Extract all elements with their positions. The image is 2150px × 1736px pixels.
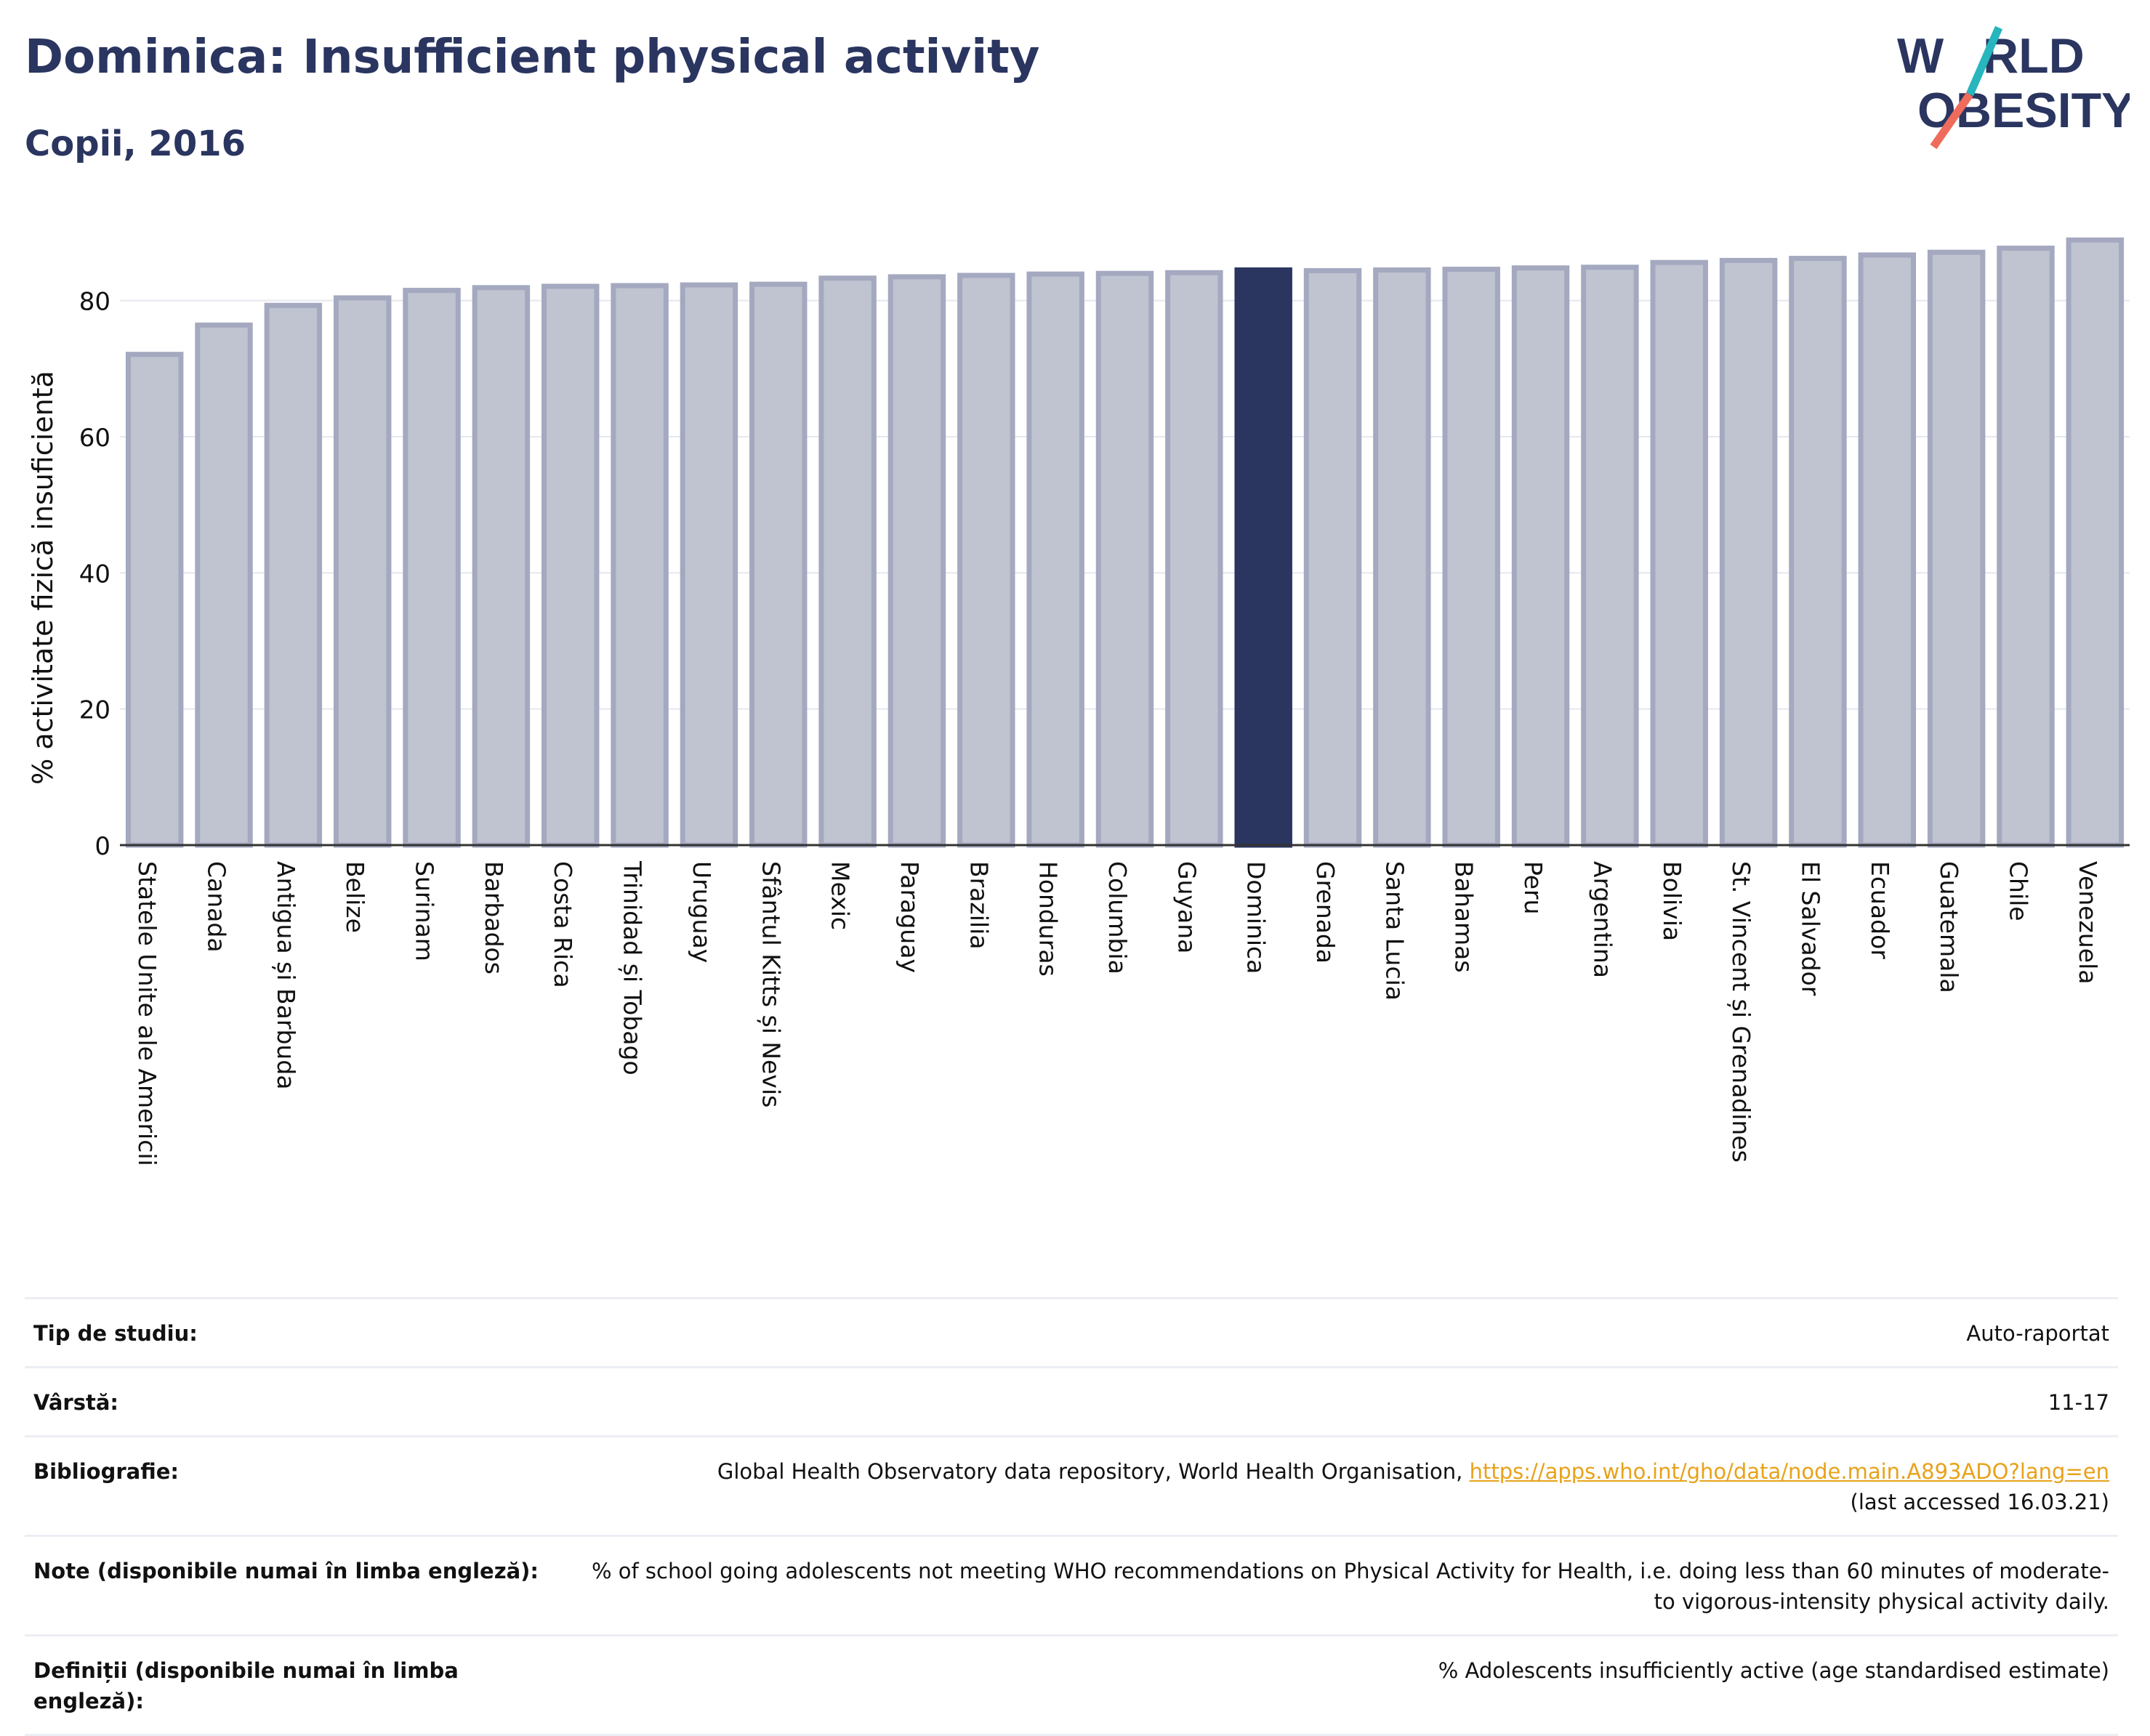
- bar-surinam: [403, 288, 461, 848]
- details-value: Auto-raportat: [557, 1297, 2118, 1368]
- details-value: % of school going adolescents not meetin…: [557, 1535, 2118, 1636]
- bar-belize: [333, 295, 392, 848]
- bar-santa-lucia: [1373, 267, 1431, 848]
- details-row: Bibliografie: Global Health Observatory d…: [25, 1435, 2118, 1537]
- bar-mexic: [818, 275, 877, 848]
- x-tick-label: Peru: [1519, 861, 1547, 915]
- x-tick-label: Mexic: [826, 861, 855, 930]
- x-tick-label: Uruguay: [688, 861, 716, 963]
- details-label: Bibliografie:: [25, 1435, 557, 1537]
- bar-bolivia: [1650, 259, 1708, 848]
- bar-trinidad-i-tobago: [611, 283, 669, 848]
- y-tick-label: 80: [79, 288, 110, 317]
- bar-canada: [195, 322, 253, 848]
- bar-guatemala: [1927, 249, 1986, 848]
- x-tick-label: Costa Rica: [549, 861, 577, 988]
- details-table: Tip de studiu: Auto-raportat Vârstă: 11-17 B…: [25, 1297, 2118, 1736]
- bar-argentina: [1581, 265, 1639, 848]
- chart-subtitle: Copii, 2016: [25, 124, 246, 164]
- bar-antigua-i-barbuda: [264, 302, 323, 848]
- bar-peru: [1511, 265, 1570, 848]
- bar-dominica: [1234, 267, 1292, 848]
- x-tick-label: Brazilia: [965, 861, 993, 949]
- y-axis-label: % activitate fizică insuficientă: [27, 371, 59, 785]
- logo-line2: OBESITY: [1917, 83, 2130, 138]
- y-tick-label: 60: [79, 424, 110, 453]
- details-value: % Adolescents insufficiently active (age…: [557, 1634, 2118, 1736]
- x-tick-label: Paraguay: [895, 861, 924, 973]
- bar-statele-unite-ale-americii: [125, 352, 184, 848]
- x-tick-label: Belize: [341, 861, 369, 933]
- bar-guyana: [1165, 270, 1223, 848]
- x-tick-label: Santa Lucia: [1380, 861, 1409, 1001]
- details-row: Vârstă: 11-17: [25, 1366, 2118, 1437]
- bar-chart: 0 20 40 60 80 Statele Unite ale Americii Cana…: [27, 237, 2130, 1166]
- x-tick-label: Surinam: [411, 861, 439, 961]
- logo-slash-teal: [1965, 25, 2003, 97]
- x-tick-label: Grenada: [1311, 861, 1340, 964]
- y-axis: 0 20 40 60 80: [79, 288, 110, 861]
- x-tick-label: Venezuela: [2074, 861, 2102, 984]
- x-tick-label: Bolivia: [1658, 861, 1686, 941]
- x-tick-label: Sfântul Kitts și Nevis: [757, 861, 785, 1107]
- bar-venezuela: [2066, 237, 2125, 848]
- x-tick-label: Honduras: [1034, 861, 1063, 977]
- y-tick-label: 0: [94, 832, 110, 861]
- bar-brazilia: [957, 272, 1015, 848]
- x-tick-label: Barbados: [480, 861, 508, 974]
- bar-paraguay: [887, 274, 946, 848]
- bars: [120, 237, 2130, 848]
- logo-line1: W: [1897, 28, 1944, 84]
- x-tick-label: Argentina: [1588, 861, 1616, 978]
- last-accessed-text: (last accessed 16.03.21): [1850, 1490, 2109, 1514]
- x-tick-label: Canada: [203, 861, 231, 953]
- x-axis: Statele Unite ale Americii Canada Antigua …: [133, 860, 2102, 1166]
- x-tick-label: Bahamas: [1450, 861, 1478, 973]
- logo-slash-coral: [1930, 92, 1973, 150]
- chart-title: Dominica: Insufficient physical activity: [25, 31, 1040, 84]
- details-row: Definiții (disponibile numai în limba en…: [25, 1634, 2118, 1736]
- bar-costa-rica: [541, 283, 600, 848]
- x-tick-label: Statele Unite ale Americii: [133, 861, 161, 1166]
- x-tick-label: El Salvador: [1796, 861, 1824, 996]
- x-tick-label: Trinidad și Tobago: [619, 860, 647, 1075]
- bar-sf-ntul-kitts-i-nevis: [749, 281, 808, 848]
- bar-el-salvador: [1789, 256, 1847, 848]
- bar-bahamas: [1442, 267, 1500, 848]
- bar-chile: [1997, 246, 2055, 848]
- bar-honduras: [1026, 271, 1084, 848]
- bar-st-vincent-i-grenadines: [1719, 257, 1778, 848]
- details-label: Note (disponibile numai în limba engleză…: [25, 1535, 557, 1636]
- x-tick-label: Columbia: [1103, 861, 1132, 974]
- x-tick-label: Dominica: [1242, 861, 1271, 974]
- x-tick-label: Guatemala: [1935, 861, 1963, 993]
- bar-columbia: [1095, 270, 1154, 848]
- logo-line1-rest: RLD: [1983, 28, 2085, 84]
- world-obesity-logo: W RLD OBESITY: [1897, 25, 2130, 150]
- details-label: Tip de studiu:: [25, 1297, 557, 1368]
- y-tick-label: 40: [79, 560, 110, 589]
- y-tick-label: 20: [79, 696, 110, 725]
- bar-uruguay: [680, 282, 738, 848]
- details-label: Vârstă:: [25, 1366, 557, 1437]
- x-tick-label: Chile: [2004, 861, 2032, 921]
- bibliography-link[interactable]: https://apps.who.int/gho/data/node.main.…: [1469, 1459, 2109, 1484]
- details-row: Note (disponibile numai în limba engleză…: [25, 1535, 2118, 1636]
- details-row: Tip de studiu: Auto-raportat: [25, 1297, 2118, 1368]
- bibliography-text: Global Health Observatory data repositor…: [717, 1459, 1470, 1484]
- bar-ecuador: [1858, 252, 1917, 848]
- bar-barbados: [472, 285, 531, 848]
- x-tick-label: St. Vincent și Grenadines: [1727, 861, 1755, 1163]
- bar-grenada: [1303, 267, 1362, 848]
- x-tick-label: Ecuador: [1866, 861, 1894, 959]
- details-value: 11-17: [557, 1366, 2118, 1437]
- x-tick-label: Antigua și Barbuda: [272, 861, 300, 1089]
- details-label: Definiții (disponibile numai în limba en…: [25, 1634, 557, 1736]
- x-tick-label: Guyana: [1172, 861, 1201, 953]
- details-value: Global Health Observatory data repositor…: [557, 1435, 2118, 1537]
